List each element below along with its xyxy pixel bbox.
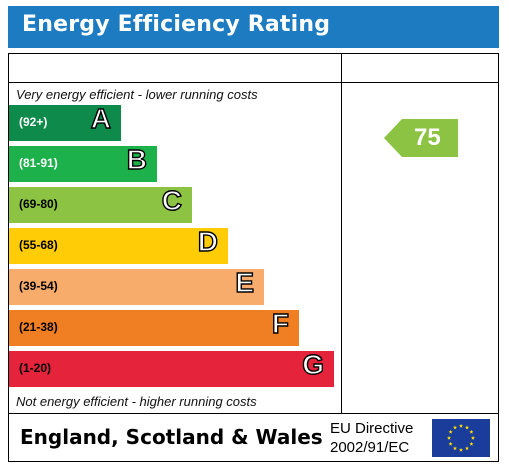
eu-star-icon bbox=[448, 429, 453, 434]
band-letter: D bbox=[197, 225, 219, 257]
efficient-note: Very energy efficient - lower running co… bbox=[16, 87, 258, 102]
band-range: (55-68) bbox=[19, 238, 58, 252]
eu-star-icon bbox=[448, 441, 453, 446]
directive-line-1: EU Directive bbox=[330, 420, 414, 437]
eu-star-icon bbox=[469, 441, 474, 446]
eu-stars-icon bbox=[446, 423, 476, 452]
band-letter: G bbox=[302, 348, 325, 380]
band-range: (21-38) bbox=[19, 320, 58, 334]
eu-star-icon bbox=[470, 435, 476, 440]
band-g: (1-20) G bbox=[9, 348, 334, 387]
band-e: (39-54) E bbox=[9, 266, 264, 305]
eu-star-icon bbox=[458, 423, 464, 428]
eu-star-icon bbox=[446, 435, 452, 440]
country-label: England, Scotland & Wales bbox=[20, 425, 323, 449]
header-divider bbox=[8, 82, 499, 83]
band-range: (81-91) bbox=[19, 156, 58, 170]
eu-star-icon bbox=[469, 429, 474, 434]
current-rating-value: 75 bbox=[414, 124, 441, 151]
band-d: (55-68) D bbox=[9, 225, 228, 264]
eu-star-icon bbox=[464, 425, 470, 430]
band-letter: C bbox=[161, 184, 183, 216]
band-c: (69-80) C bbox=[9, 184, 192, 223]
directive-line-2: 2002/91/EC bbox=[330, 439, 410, 456]
arrow-shape-icon bbox=[384, 119, 458, 157]
title-bar: Energy Efficiency Rating bbox=[8, 6, 499, 48]
eu-star-icon bbox=[458, 447, 464, 452]
band-letter: F bbox=[271, 307, 290, 339]
band-letter: E bbox=[235, 266, 255, 298]
eu-flag-icon bbox=[432, 419, 490, 457]
eu-star-icon bbox=[452, 425, 458, 430]
band-range: (1-20) bbox=[19, 361, 52, 375]
band-a: (92+) A bbox=[9, 102, 121, 141]
band-range: (92+) bbox=[19, 115, 48, 129]
footer-divider bbox=[8, 413, 499, 414]
band-f: (21-38) F bbox=[9, 307, 299, 346]
inefficient-note: Not energy efficient - higher running co… bbox=[16, 394, 257, 409]
eu-star-icon bbox=[464, 446, 470, 451]
band-letter: B bbox=[126, 143, 148, 175]
rating-frame bbox=[8, 53, 499, 462]
band-b: (81-91) B bbox=[9, 143, 157, 182]
eu-directive-label: EU Directive 2002/91/EC bbox=[330, 419, 413, 457]
column-divider bbox=[341, 53, 342, 413]
band-range: (69-80) bbox=[19, 197, 58, 211]
current-rating-arrow: 75 bbox=[384, 119, 458, 157]
chart-title: Energy Efficiency Rating bbox=[22, 12, 331, 37]
band-range: (39-54) bbox=[19, 279, 58, 293]
band-letter: A bbox=[90, 102, 112, 134]
eu-star-icon bbox=[452, 446, 458, 451]
